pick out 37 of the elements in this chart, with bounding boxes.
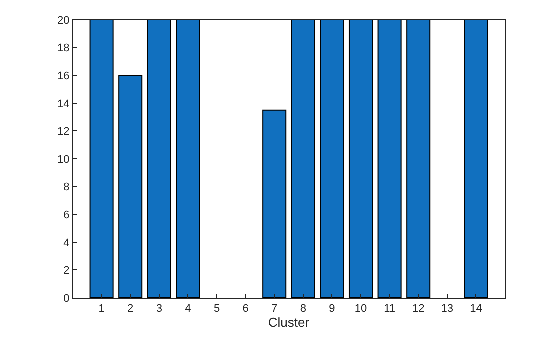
x-tick-label: 9 bbox=[329, 303, 336, 316]
y-tick-label: 16 bbox=[58, 70, 70, 82]
bar bbox=[176, 20, 200, 298]
y-tick-label: 14 bbox=[58, 98, 70, 110]
bar bbox=[406, 20, 431, 298]
bar bbox=[291, 20, 316, 298]
x-tick-label: 1 bbox=[98, 303, 105, 316]
bar bbox=[378, 20, 402, 298]
x-axis-title: Cluster bbox=[268, 315, 310, 330]
y-tick-label: 12 bbox=[58, 126, 70, 138]
bar bbox=[348, 20, 374, 298]
x-tick-label: 4 bbox=[185, 303, 192, 316]
y-tick-label: 2 bbox=[64, 265, 70, 278]
bar bbox=[147, 20, 172, 298]
y-tick-label: 10 bbox=[58, 154, 70, 166]
y-tick-label: 20 bbox=[58, 14, 70, 27]
y-tick-label: 18 bbox=[58, 42, 70, 55]
x-tick-label: 3 bbox=[156, 303, 162, 316]
bar bbox=[262, 110, 287, 298]
x-tick-label: 2 bbox=[128, 303, 134, 316]
x-tick-label: 5 bbox=[214, 303, 220, 316]
bar bbox=[90, 20, 114, 298]
y-tick-label: 6 bbox=[64, 209, 70, 222]
bar bbox=[464, 20, 488, 298]
x-tick-label: 13 bbox=[441, 303, 454, 316]
bar bbox=[320, 20, 344, 298]
x-tick-label: 11 bbox=[384, 303, 396, 316]
x-tick-label: 7 bbox=[272, 303, 278, 316]
y-tick-label: 0 bbox=[64, 292, 70, 305]
bar bbox=[118, 75, 143, 298]
x-tick-label: 8 bbox=[300, 303, 306, 316]
y-tick-label: 4 bbox=[64, 237, 70, 250]
y-tick-label: 8 bbox=[64, 182, 70, 194]
x-tick-label: 14 bbox=[470, 303, 482, 316]
x-tick-label: 10 bbox=[354, 303, 368, 316]
x-tick-label: 12 bbox=[412, 303, 425, 316]
x-tick-label: 6 bbox=[242, 303, 249, 316]
